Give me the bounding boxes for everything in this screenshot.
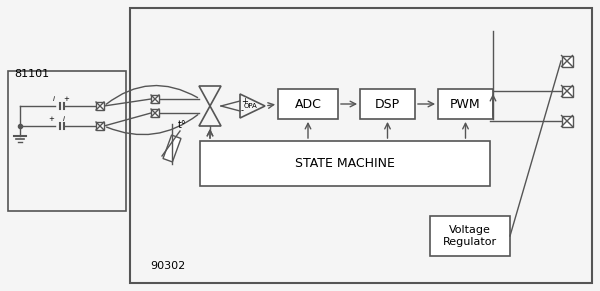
Text: STATE MACHINE: STATE MACHINE: [295, 157, 395, 170]
Text: Voltage
Regulator: Voltage Regulator: [443, 225, 497, 247]
FancyBboxPatch shape: [8, 71, 126, 211]
Text: i: i: [53, 96, 55, 102]
Bar: [151, 109, 159, 117]
Text: +: +: [241, 97, 248, 106]
Bar: [562, 116, 572, 127]
Bar: [562, 56, 572, 67]
Bar: [96, 122, 104, 130]
Text: OPA: OPA: [244, 103, 258, 109]
FancyBboxPatch shape: [278, 89, 338, 119]
FancyBboxPatch shape: [360, 89, 415, 119]
FancyBboxPatch shape: [130, 8, 592, 283]
FancyBboxPatch shape: [430, 216, 510, 256]
Text: +: +: [48, 116, 54, 122]
Text: 90302: 90302: [150, 261, 185, 271]
Text: -: -: [241, 107, 244, 116]
Text: DSP: DSP: [375, 97, 400, 111]
Text: 81101: 81101: [14, 69, 49, 79]
Text: PWM: PWM: [450, 97, 481, 111]
Text: +: +: [63, 96, 69, 102]
Text: t°: t°: [178, 120, 187, 130]
Bar: [151, 95, 159, 103]
Text: ADC: ADC: [295, 97, 322, 111]
FancyBboxPatch shape: [438, 89, 493, 119]
Bar: [163, 135, 181, 162]
FancyBboxPatch shape: [200, 141, 490, 186]
Bar: [96, 102, 104, 110]
Text: i: i: [63, 116, 65, 122]
Bar: [562, 86, 572, 97]
